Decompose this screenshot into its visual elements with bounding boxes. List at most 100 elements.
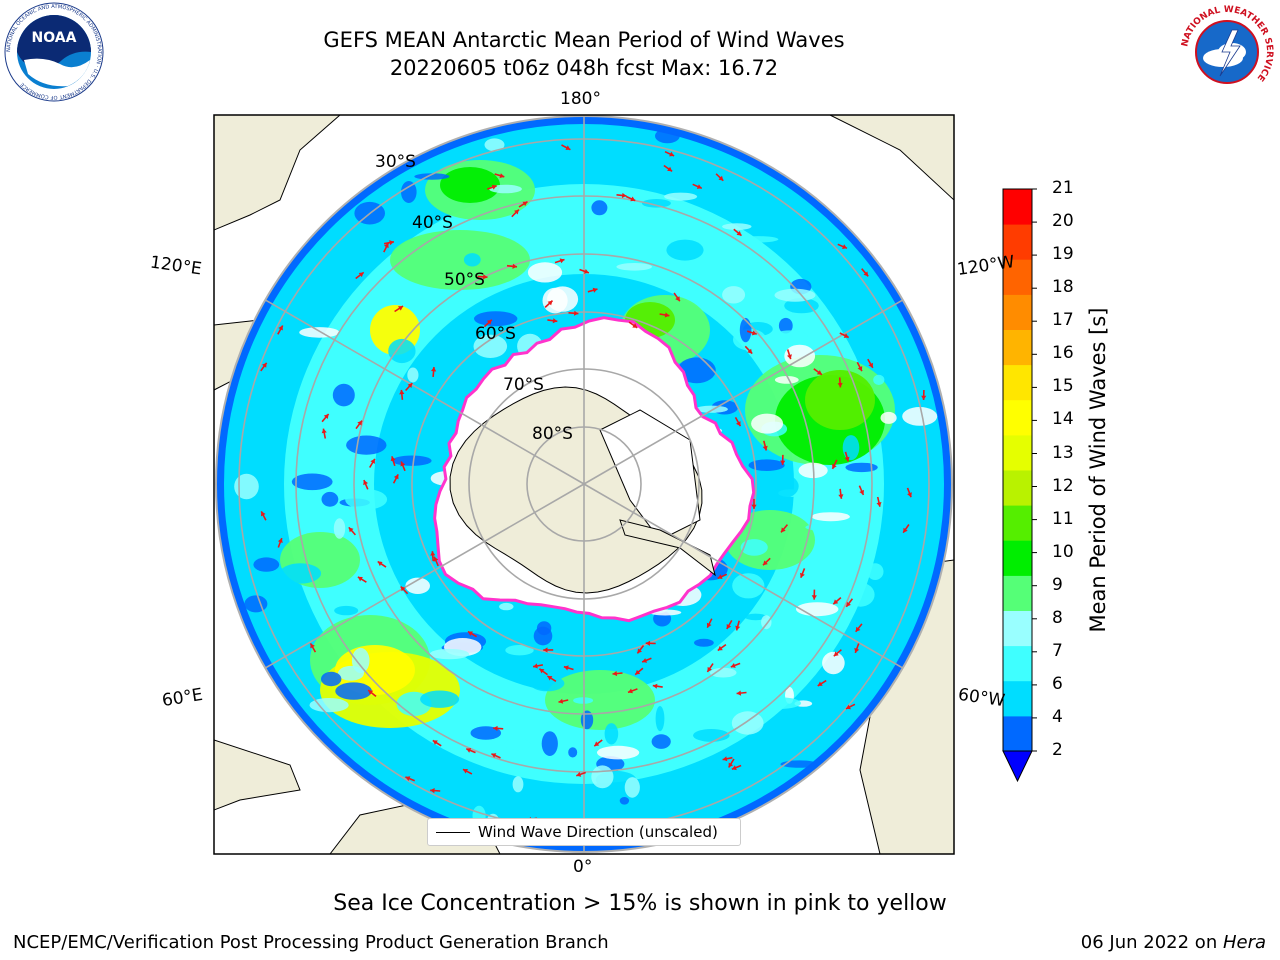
wave-direction-arrow — [839, 332, 850, 339]
arrow-head — [491, 753, 497, 758]
arrow-head — [278, 325, 283, 331]
wave-direction-arrow — [494, 173, 505, 179]
arrow-head — [652, 683, 658, 689]
arrow-head — [842, 244, 847, 249]
wave-direction-arrow — [465, 748, 476, 754]
field-speckle — [693, 729, 730, 742]
field-speckle — [346, 435, 387, 455]
run-date: 06 Jun 2022 on Hera — [1081, 932, 1266, 953]
arrow-head — [736, 230, 742, 236]
field-patch-7 — [440, 167, 500, 203]
arrow-head — [628, 688, 633, 694]
arrow-head — [632, 323, 638, 328]
arrow-head — [846, 601, 851, 607]
field-speckle — [772, 330, 808, 344]
landmass-2 — [214, 739, 301, 811]
field-speckle — [568, 747, 578, 758]
meridian-4 — [583, 273, 949, 485]
arrow-head — [781, 527, 786, 533]
arrow-head — [857, 366, 863, 372]
wind-wave-arrows — [260, 144, 927, 835]
field-speckle — [244, 595, 268, 613]
arrow-head — [584, 269, 589, 274]
wave-direction-arrow — [906, 487, 912, 498]
wave-direction-arrow — [593, 739, 603, 747]
arrow-head — [522, 201, 528, 207]
wave-direction-arrow — [855, 623, 863, 633]
wave-direction-arrow — [715, 173, 724, 182]
wave-direction-arrow — [576, 771, 586, 777]
wave-direction-arrow — [277, 537, 283, 548]
wave-direction-arrow — [837, 243, 848, 250]
lat-label-40s: 40°S — [412, 213, 453, 233]
wave-direction-arrow — [558, 698, 569, 704]
field-speckle — [484, 138, 505, 152]
lat-label-60s: 60°S — [475, 324, 516, 344]
arrow-head — [363, 480, 368, 486]
arrow-head — [635, 669, 641, 675]
wave-direction-arrow — [902, 524, 910, 534]
legend-label: Wind Wave Direction (unscaled) — [478, 823, 718, 841]
wave-direction-arrow — [355, 420, 363, 430]
wave-direction-arrow — [547, 318, 558, 324]
ross-ice-area — [599, 409, 701, 541]
field-speckle — [401, 181, 417, 203]
arrow-head — [357, 420, 362, 426]
field-speckle — [822, 651, 845, 675]
arrow-head — [384, 243, 389, 249]
colorbar-tick-label: 6 — [1052, 673, 1063, 694]
arrow-head — [433, 556, 439, 562]
colorbar-tick-label: 21 — [1052, 178, 1074, 198]
field-speckle — [335, 682, 372, 700]
wave-direction-arrow — [392, 474, 399, 484]
field-speckle — [739, 317, 752, 343]
arrow-head — [430, 788, 435, 794]
arrow-head — [398, 306, 403, 311]
wave-direction-arrow — [861, 268, 869, 277]
wave-direction-arrow — [921, 389, 927, 401]
field-speckle — [846, 582, 875, 607]
field-speckle — [489, 184, 522, 194]
wave-direction-arrow — [664, 150, 675, 157]
colorbar — [1002, 188, 1037, 783]
arrow-head — [903, 527, 908, 533]
wave-direction-arrow — [518, 201, 528, 208]
wave-direction-arrow — [706, 618, 713, 629]
colorbar-tick-label: 20 — [1052, 211, 1074, 232]
arrow-head — [321, 428, 327, 434]
arrow-head — [399, 389, 405, 395]
arrow-head — [612, 671, 618, 677]
colorbar-tick-label: 19 — [1052, 244, 1074, 265]
wave-direction-arrow — [811, 589, 817, 600]
colorbar-tick-label: 4 — [1052, 706, 1063, 727]
lon-label-0: 0° — [573, 857, 593, 877]
arrow-head — [430, 551, 436, 556]
arrow-head — [664, 312, 670, 318]
field-speckle — [429, 648, 470, 660]
arrow-head — [855, 626, 861, 632]
field-speckle — [470, 726, 502, 740]
arrow-head — [762, 445, 768, 451]
arrow-head — [594, 741, 600, 747]
field-speckle — [541, 731, 558, 756]
wave-direction-arrow — [367, 689, 377, 698]
arrow-head — [816, 370, 822, 375]
wave-direction-arrow — [663, 164, 673, 172]
arrow-head — [512, 263, 517, 269]
wave-direction-arrow — [867, 358, 874, 369]
colorbar-segment-14 — [1003, 224, 1032, 260]
colorbar-tick-label: 9 — [1052, 574, 1063, 595]
arrow-head — [645, 640, 651, 646]
arrow-head — [463, 769, 468, 774]
arrow-head — [407, 383, 413, 388]
wave-direction-arrow — [762, 440, 768, 451]
arrow-head — [393, 474, 399, 480]
field-speckle — [751, 413, 784, 434]
sea-ice-note: Sea Ice Concentration > 15% is shown in … — [333, 891, 947, 916]
wave-direction-arrow — [543, 647, 554, 653]
noaa-wordmark: NOAA — [32, 30, 77, 46]
field-speckle — [740, 539, 768, 556]
wave-direction-arrow — [641, 657, 652, 663]
field-speckle — [338, 665, 364, 681]
arrow-head — [563, 665, 569, 671]
